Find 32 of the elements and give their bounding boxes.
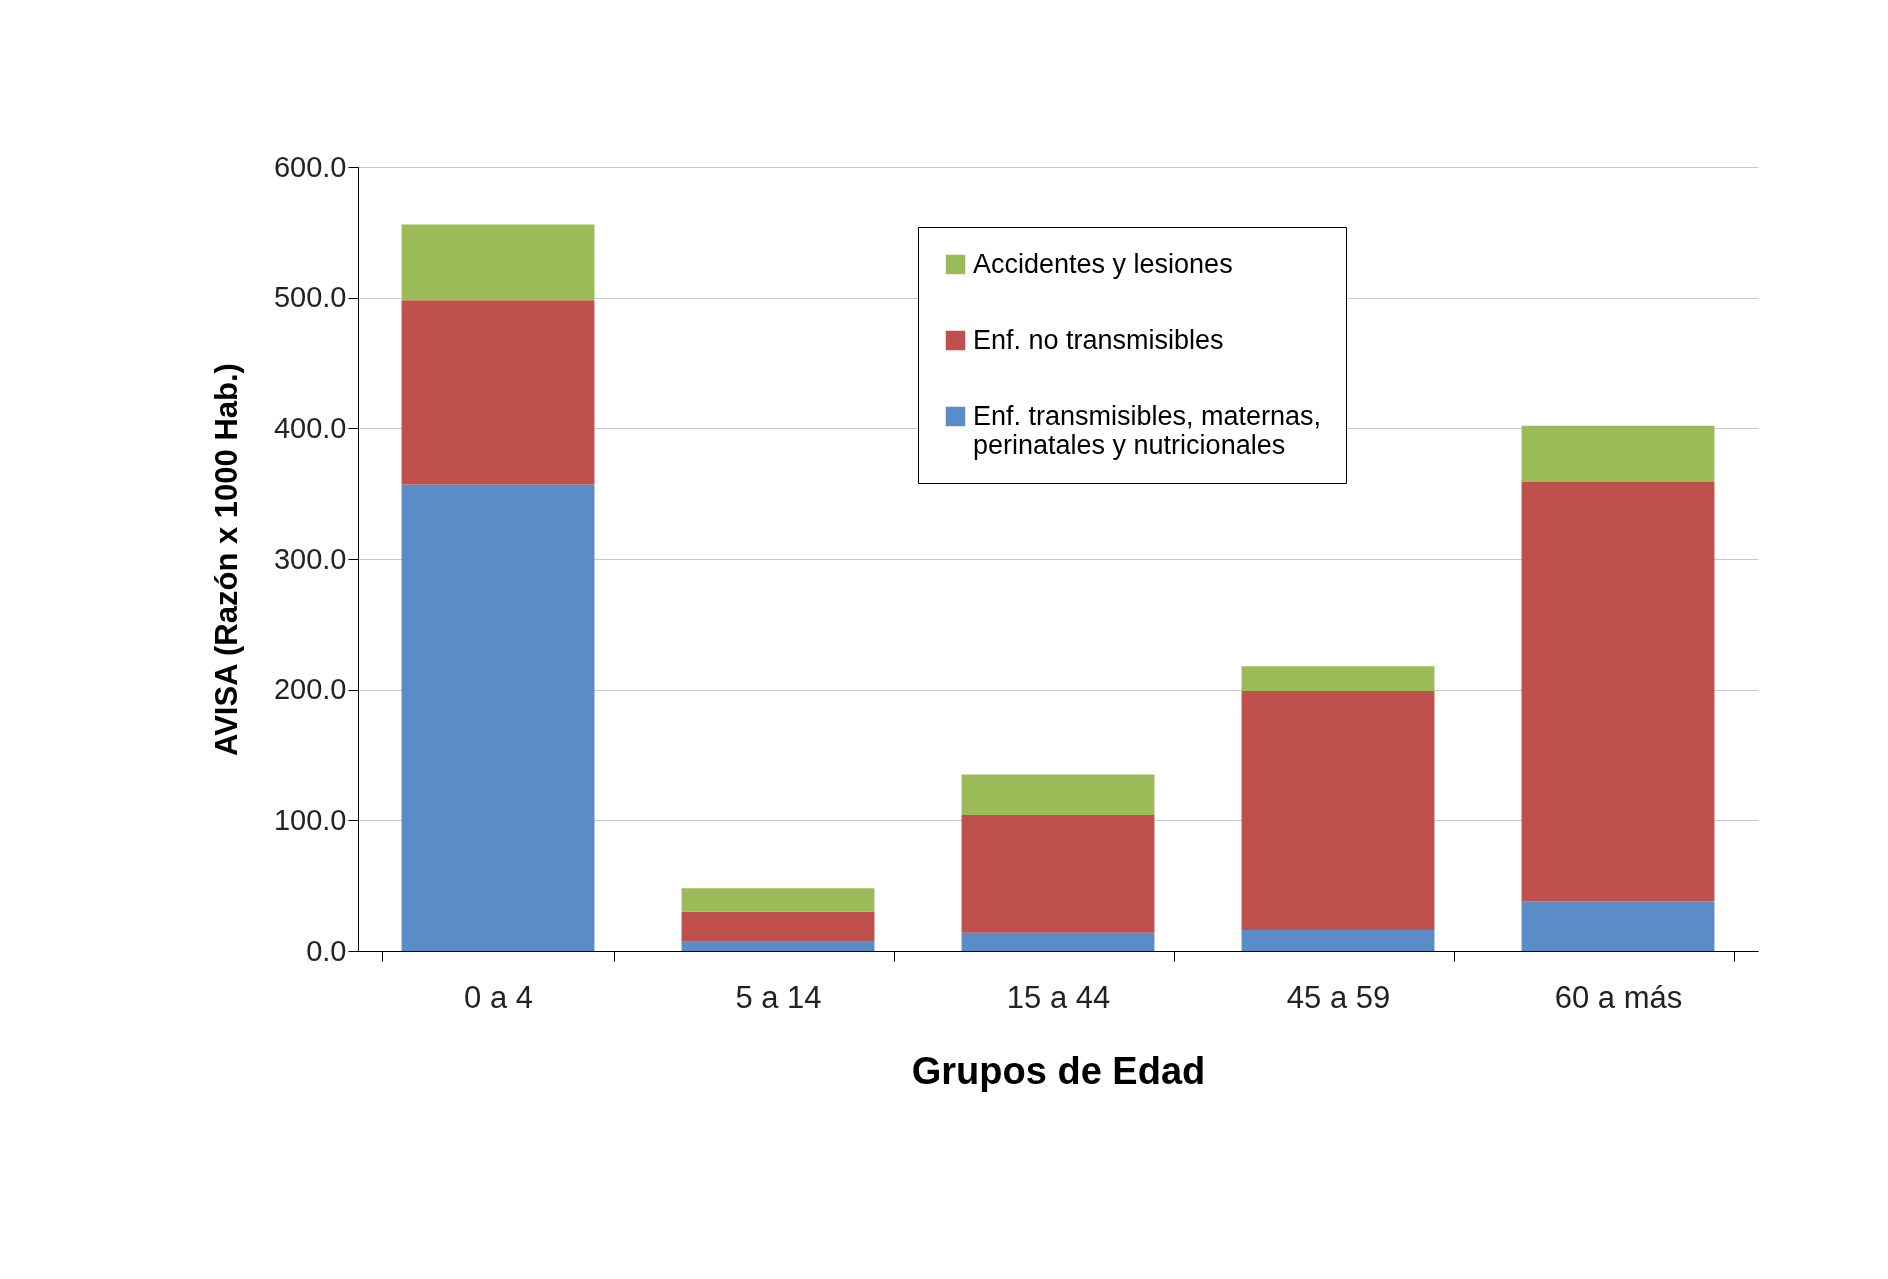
y-tick-label: 600.0 bbox=[273, 150, 347, 183]
bar bbox=[961, 815, 1155, 933]
bar bbox=[681, 888, 875, 912]
y-tick-label: 100.0 bbox=[273, 803, 347, 836]
y-tick-label: 500.0 bbox=[273, 281, 347, 314]
legend-label: Accidentes y lesiones bbox=[973, 248, 1233, 279]
bar bbox=[1241, 666, 1435, 691]
bar bbox=[961, 774, 1155, 816]
bar bbox=[681, 911, 875, 942]
bar bbox=[681, 941, 875, 951]
bar bbox=[1521, 481, 1715, 902]
bar bbox=[1241, 930, 1435, 951]
y-tick-label: 300.0 bbox=[273, 542, 347, 575]
bar bbox=[401, 300, 595, 485]
x-tick-label: 0 a 4 bbox=[464, 979, 533, 1015]
bar bbox=[1241, 690, 1435, 931]
bar bbox=[961, 932, 1155, 951]
x-tick-label: 15 a 44 bbox=[1006, 979, 1111, 1015]
bar bbox=[401, 484, 595, 951]
bar bbox=[1521, 901, 1715, 951]
y-tick-label: 200.0 bbox=[273, 673, 347, 706]
x-tick-label: 45 a 59 bbox=[1286, 979, 1391, 1015]
y-tick-label: 0.0 bbox=[306, 934, 347, 967]
bar bbox=[401, 224, 595, 301]
legend-label: Enf. transmisibles, maternas, perinatales y nutricionales bbox=[973, 400, 1322, 460]
x-tick-label: 5 a 14 bbox=[735, 979, 822, 1015]
x-tick-label: 60 a más bbox=[1554, 979, 1683, 1015]
y-axis-title: AVISA (Razón x 1000 Hab.) bbox=[208, 363, 244, 756]
legend-label: Enf. no transmisibles bbox=[973, 324, 1224, 355]
bar bbox=[1521, 425, 1715, 482]
y-tick-label: 400.0 bbox=[273, 411, 347, 444]
x-axis-title: Grupos de Edad bbox=[911, 1049, 1206, 1092]
